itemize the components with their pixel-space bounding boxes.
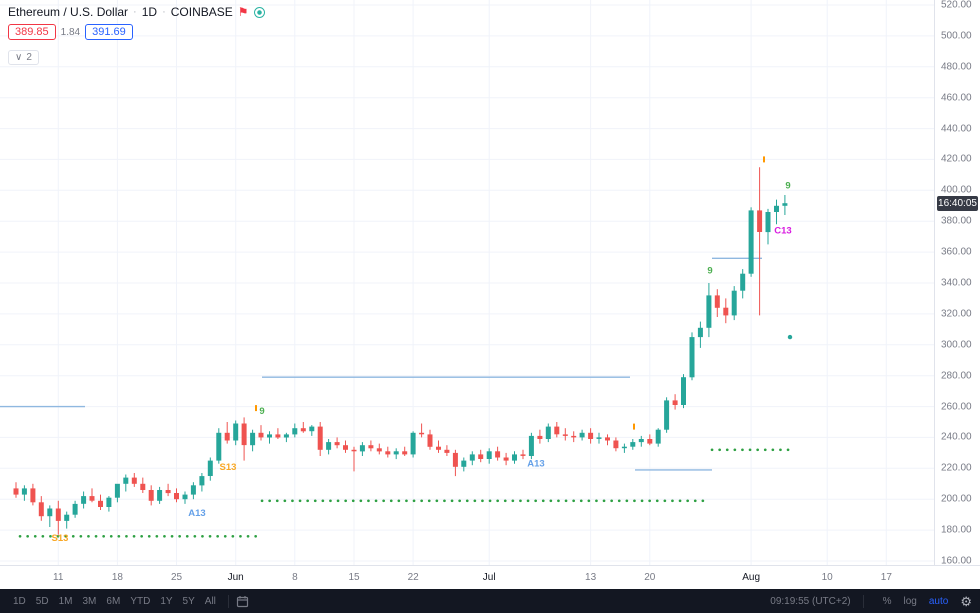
svg-text:A13: A13 (188, 508, 205, 519)
range-button-all[interactable]: All (204, 595, 216, 607)
price-chart[interactable]: S13 A13 S13 A13 C13 9 9 9 (0, 0, 934, 565)
toolbar-divider (227, 594, 229, 608)
range-button-5y[interactable]: 5Y (182, 595, 195, 607)
range-button-5d[interactable]: 5D (35, 595, 49, 607)
time-tick-label: 17 (880, 572, 892, 583)
price-tick-label: 480.00 (941, 61, 972, 73)
price-tick-label: 500.00 (941, 30, 972, 42)
range-button-1y[interactable]: 1Y (160, 595, 173, 607)
gear-icon[interactable]: ⚙ (960, 593, 972, 609)
svg-text:9: 9 (707, 266, 712, 277)
bid-ask-row: 389.85 1.84 391.69 (8, 24, 265, 40)
separator: · (133, 6, 137, 18)
time-tick-label: Jun (227, 572, 244, 583)
price-tick-label: 440.00 (941, 123, 972, 135)
price-axis[interactable]: 16:40:05 160.00 180.00 200.00 220.00 240.00 2… (934, 0, 980, 567)
bottom-toolbar: 1D 5D 1M 3M 6M YTD 1Y 5Y All 09:19:55 (UTC+2) % … (0, 589, 980, 613)
symbol-row: Ethereum / U.S. Dollar · 1D · COINBASE ⚑ (8, 5, 265, 19)
countdown-badge: 16:40:05 (937, 196, 978, 212)
svg-text:S13: S13 (220, 462, 237, 473)
price-tick-label: 380.00 (941, 215, 972, 227)
chart-legend: Ethereum / U.S. Dollar · 1D · COINBASE ⚑… (8, 5, 265, 65)
range-button-1m[interactable]: 1M (58, 595, 73, 607)
svg-text:9: 9 (785, 181, 790, 192)
time-tick-label: Jul (482, 572, 496, 583)
auto-scale-button[interactable]: auto (928, 595, 949, 607)
price-tick-label: 320.00 (941, 308, 972, 320)
exchange-label[interactable]: COINBASE (170, 5, 233, 19)
clock-label[interactable]: 09:19:55 (UTC+2) (770, 595, 851, 607)
toolbar-divider (862, 594, 864, 608)
price-tick-label: 460.00 (941, 92, 972, 104)
time-tick-label: 10 (821, 572, 833, 583)
svg-text:A13: A13 (527, 459, 544, 470)
percent-scale-button[interactable]: % (882, 595, 892, 607)
time-tick-label: 18 (111, 572, 123, 583)
range-button-ytd[interactable]: YTD (130, 595, 151, 607)
object-count: 2 (26, 52, 32, 63)
svg-text:S13: S13 (52, 533, 69, 544)
object-tree-toggle[interactable]: ∨ 2 (8, 50, 39, 65)
price-tick-label: 220.00 (941, 462, 972, 474)
svg-text:C13: C13 (774, 226, 791, 237)
price-tick-label: 300.00 (941, 339, 972, 351)
range-button-1d[interactable]: 1D (13, 595, 26, 607)
flag-icon[interactable]: ⚑ (237, 5, 249, 19)
svg-text:9: 9 (259, 406, 264, 417)
symbol-title[interactable]: Ethereum / U.S. Dollar (8, 5, 129, 19)
time-axis[interactable]: 11 18 25 Jun 8 15 22 Jul 13 20 Aug 10 17 (0, 565, 980, 589)
price-tick-label: 180.00 (941, 524, 972, 536)
chart-area[interactable]: S13 A13 S13 A13 C13 9 9 9 Ethereum / U.S. Dolla… (0, 0, 934, 565)
bid-price[interactable]: 389.85 (8, 24, 56, 40)
spread-value: 1.84 (60, 26, 81, 38)
ask-price[interactable]: 391.69 (85, 24, 133, 40)
time-tick-label: 11 (53, 572, 64, 583)
price-tick-label: 400.00 (941, 184, 972, 196)
separator: · (162, 6, 166, 18)
price-tick-label: 160.00 (941, 555, 972, 567)
price-tick-label: 360.00 (941, 246, 972, 258)
time-tick-label: 8 (292, 572, 298, 583)
chevron-down-icon: ∨ (15, 52, 23, 63)
time-tick-label: 15 (348, 572, 360, 583)
range-button-6m[interactable]: 6M (106, 595, 121, 607)
interval-label[interactable]: 1D (141, 5, 158, 19)
price-tick-label: 260.00 (941, 401, 972, 413)
go-to-date-icon[interactable] (236, 595, 249, 608)
price-tick-label: 280.00 (941, 370, 972, 382)
range-buttons: 1D 5D 1M 3M 6M YTD 1Y 5Y All (8, 594, 221, 609)
price-tick-label: 340.00 (941, 277, 972, 289)
range-button-3m[interactable]: 3M (82, 595, 97, 607)
price-tick-label: 520.00 (941, 0, 972, 11)
time-tick-label: Aug (742, 572, 761, 583)
log-scale-button[interactable]: log (903, 595, 917, 607)
dot-circle-icon[interactable] (253, 6, 265, 18)
price-tick-label: 420.00 (941, 153, 972, 165)
time-tick-label: 22 (407, 572, 419, 583)
time-tick-label: 25 (170, 572, 183, 583)
time-tick-label: 13 (585, 572, 597, 583)
price-tick-label: 240.00 (941, 431, 972, 443)
price-tick-label: 200.00 (941, 493, 972, 505)
time-tick-label: 20 (644, 572, 656, 583)
